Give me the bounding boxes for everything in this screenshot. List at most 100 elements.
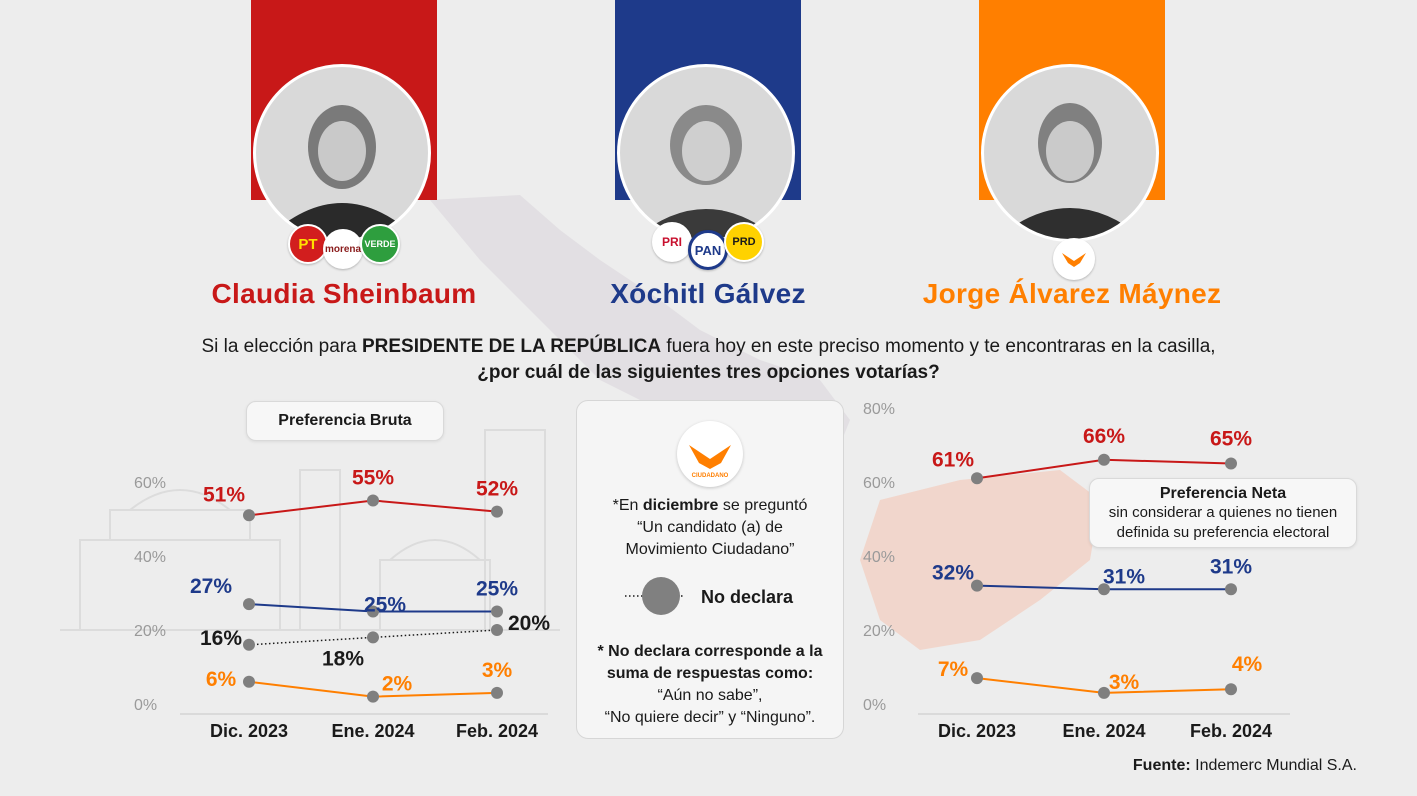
footnote-line-3: “Aún no sabe”,: [657, 687, 763, 704]
y-tick-label: 20%: [134, 623, 166, 640]
candidate-portrait-icon: [266, 105, 418, 239]
data-point-maynez: [971, 672, 983, 685]
data-point-galvez: [491, 605, 503, 618]
data-label-no_declara: 18%: [322, 647, 364, 670]
y-tick-label: 60%: [863, 475, 895, 492]
data-point-sheinbaum: [243, 509, 255, 522]
survey-question: Si la elección para PRESIDENTE DE LA REP…: [0, 334, 1417, 386]
movimiento-ciudadano-logo: CIUDADANO: [677, 421, 743, 487]
chart-title-neta: Preferencia Neta sin considerar a quiene…: [1089, 478, 1357, 548]
no-declara-footnote: * No declara corresponde a la suma de re…: [577, 641, 843, 729]
data-point-maynez: [491, 686, 503, 699]
data-point-maynez: [243, 675, 255, 688]
data-label-sheinbaum: 61%: [932, 448, 974, 471]
data-point-sheinbaum: [971, 472, 983, 485]
data-label-galvez: 31%: [1103, 565, 1145, 588]
pri-logo: PRI: [652, 222, 692, 262]
data-label-no_declara: 16%: [200, 627, 242, 650]
source-credit: Fuente: Indemerc Mundial S.A.: [1133, 757, 1357, 775]
chart-subtitle-neta: sin considerar a quienes no tienen defin…: [1108, 504, 1338, 541]
data-label-galvez: 32%: [932, 562, 974, 585]
chart-title-bruta-text: Preferencia Bruta: [278, 412, 412, 429]
y-tick-label: 60%: [134, 475, 166, 492]
maynez-photo: [981, 64, 1159, 242]
data-label-maynez: 4%: [1232, 653, 1263, 676]
footnote-bold-2: suma de respuestas como:: [606, 665, 814, 682]
data-point-maynez: [1225, 683, 1237, 696]
note-line-3: Movimiento Ciudadano”: [625, 541, 795, 558]
data-point-sheinbaum: [1098, 453, 1110, 466]
data-label-sheinbaum: 55%: [352, 467, 394, 490]
x-tick-label: Ene. 2024: [1062, 721, 1145, 741]
candidate-name-galvez: Xóchitl Gálvez: [610, 278, 806, 309]
data-point-sheinbaum: [367, 494, 379, 507]
data-label-sheinbaum: 52%: [476, 478, 518, 501]
data-label-galvez: 27%: [190, 575, 232, 598]
prd-logo: PRD: [724, 222, 764, 262]
x-tick-label: Feb. 2024: [456, 721, 538, 741]
data-point-galvez: [1225, 583, 1237, 596]
candidate-portrait-icon: [634, 105, 778, 239]
movimiento-ciudadano-logo: [1053, 238, 1095, 280]
x-tick-label: Dic. 2023: [210, 721, 288, 741]
note-text-post: se preguntó: [718, 497, 808, 514]
note-line-2: “Un candidato (a) de: [637, 519, 783, 536]
data-label-maynez: 2%: [382, 673, 413, 696]
data-label-maynez: 3%: [1109, 671, 1140, 694]
data-point-no_declara: [243, 638, 255, 651]
data-label-galvez: 25%: [476, 578, 518, 601]
x-tick-label: Feb. 2024: [1190, 721, 1272, 741]
no-declara-legend-marker: [625, 577, 685, 615]
candidate-name-sheinbaum: Claudia Sheinbaum: [211, 278, 477, 309]
question-bold: PRESIDENTE DE LA REPÚBLICA: [361, 336, 662, 357]
note-text-pre: *En: [612, 497, 643, 514]
data-point-galvez: [243, 598, 255, 611]
data-label-maynez: 7%: [938, 658, 969, 681]
eagle-icon: CIUDADANO: [689, 445, 731, 479]
y-tick-label: 40%: [863, 549, 895, 566]
source-value: Indemerc Mundial S.A.: [1195, 757, 1357, 774]
svg-text:CIUDADANO: CIUDADANO: [692, 473, 729, 479]
note-text-bold: diciembre: [642, 497, 719, 514]
chart-title-bruta: Preferencia Bruta: [246, 401, 444, 441]
data-label-no_declara: 20%: [508, 612, 550, 635]
data-label-sheinbaum: 66%: [1083, 425, 1125, 448]
eagle-icon: [1062, 253, 1086, 267]
data-label-sheinbaum: 51%: [203, 483, 245, 506]
y-tick-label: 0%: [134, 697, 157, 714]
y-tick-label: 40%: [134, 549, 166, 566]
sheinbaum-photo: [253, 64, 431, 242]
pan-logo: PAN: [688, 230, 728, 270]
y-tick-label: 80%: [863, 401, 895, 418]
no-declara-legend-label: No declara: [701, 587, 794, 607]
question-text-2: fuera hoy en este preciso momento y te e…: [661, 336, 1216, 357]
chart-title-neta-text: Preferencia Neta: [1159, 485, 1287, 502]
data-point-maynez: [1098, 686, 1110, 699]
data-point-galvez: [971, 579, 983, 592]
data-point-galvez: [1098, 583, 1110, 596]
y-tick-label: 20%: [863, 623, 895, 640]
x-tick-label: Ene. 2024: [331, 721, 414, 741]
data-point-sheinbaum: [1225, 457, 1237, 470]
pt-logo: PT: [288, 224, 328, 264]
data-label-maynez: 3%: [482, 659, 513, 682]
footnote-bold-1: * No declara corresponde a la: [597, 643, 823, 660]
data-label-maynez: 6%: [206, 668, 237, 691]
question-text-1: Si la elección para: [201, 336, 362, 357]
data-label-sheinbaum: 65%: [1210, 428, 1252, 451]
data-point-no_declara: [491, 624, 503, 636]
galvez-photo: [617, 64, 795, 242]
x-tick-label: Dic. 2023: [938, 721, 1016, 741]
data-label-galvez: 31%: [1210, 555, 1252, 578]
morena-logo: morena: [323, 229, 363, 269]
december-note: *En diciembre se preguntó “Un candidato …: [577, 495, 843, 561]
data-point-maynez: [367, 690, 379, 703]
y-tick-label: 0%: [863, 697, 886, 714]
footnote-line-4: “No quiere decir” y “Ninguno”.: [604, 709, 816, 726]
question-line-2: ¿por cuál de las siguientes tres opcione…: [477, 362, 940, 383]
note-panel: CIUDADANO *En diciembre se preguntó “Un …: [576, 400, 844, 739]
data-point-galvez: [367, 605, 379, 618]
candidate-name-maynez: Jorge Álvarez Máynez: [922, 278, 1222, 309]
